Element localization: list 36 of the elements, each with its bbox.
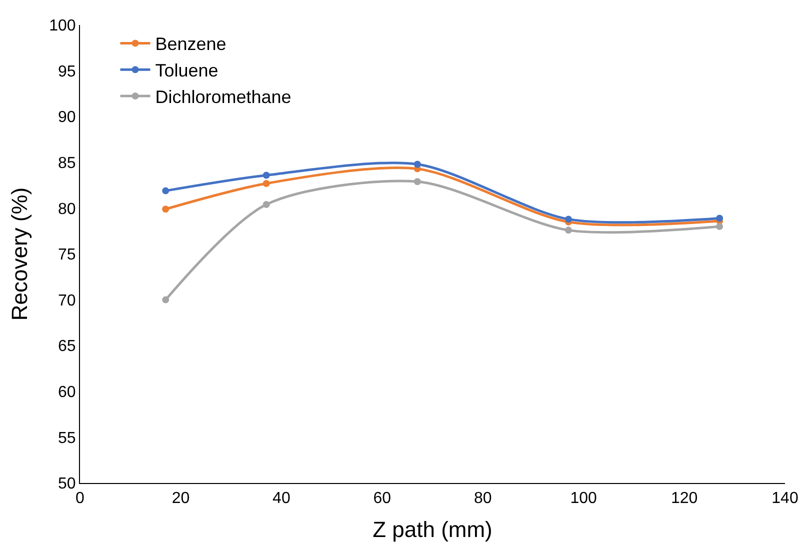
x-tick-label: 0 [76,490,85,508]
point [262,172,270,179]
point [414,178,421,186]
y-tick-label: 65 [58,338,76,356]
x-tick-label: 140 [772,490,798,508]
point [414,160,421,168]
legend-label: Toluene [155,60,218,81]
y-tick-label: 100 [49,18,76,35]
y-tick-label: 60 [58,384,76,401]
x-axis-title: Z path (mm) [372,517,492,542]
point [262,201,270,208]
point [564,216,572,223]
point [162,187,170,194]
y-tick-label: 80 [58,200,76,218]
y-tick-label: 90 [58,109,76,126]
y-tick-label: 85 [58,155,76,172]
x-tick-label: 100 [570,490,598,508]
point [162,206,170,213]
x-tick-label: 120 [670,490,698,508]
y-axis-title: Recovery (%) [6,187,32,321]
point [716,223,724,230]
y-tick-label: 75 [58,246,76,264]
y-tick-label: 50 [58,476,76,493]
x-tick-label: 20 [172,490,190,508]
point [716,214,724,222]
point [262,180,270,187]
y-tick-label: 95 [58,63,76,80]
point [162,296,170,304]
point [564,226,572,234]
x-tick-label: 40 [272,490,290,508]
y-tick-label: 55 [58,430,76,447]
x-tick-label: 80 [474,490,492,508]
x-tick-label: 60 [373,490,392,508]
y-tick-label: 70 [58,292,76,310]
legend-label: Dichloromethane [155,87,292,108]
legend-label: Benzene [155,34,226,54]
